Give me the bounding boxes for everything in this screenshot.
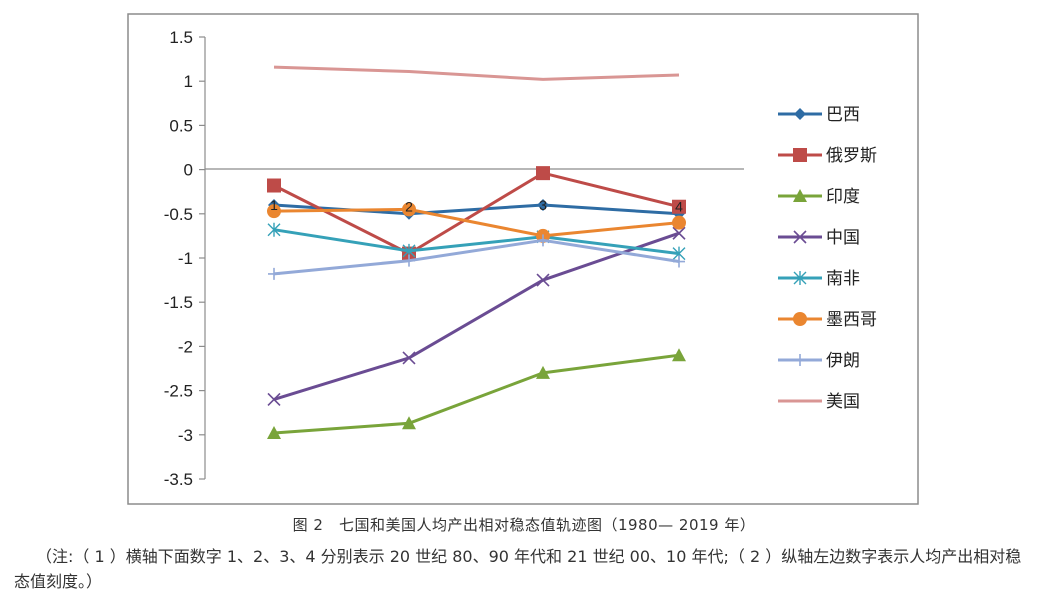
legend-marker xyxy=(793,271,807,285)
y-tick-label: -1 xyxy=(178,249,193,268)
legend-marker xyxy=(793,230,807,244)
series-8 xyxy=(273,65,680,81)
series-line xyxy=(273,207,680,238)
y-tick-label: 1.5 xyxy=(169,28,193,47)
data-point-marker xyxy=(267,178,281,193)
y-tick-label: -1.5 xyxy=(164,293,193,312)
figure-note: （注:（ 1 ）横轴下面数字 1、2、3、4 分别表示 20 世纪 80、90 … xyxy=(14,547,1022,591)
y-tick-label: 0 xyxy=(184,161,193,180)
data-point-marker xyxy=(536,166,550,181)
data-point-marker xyxy=(267,426,281,440)
data-point-marker xyxy=(267,392,281,407)
data-point-marker xyxy=(403,254,415,267)
data-point-marker xyxy=(536,365,550,379)
data-point-marker xyxy=(672,215,686,230)
data-point-marker xyxy=(672,226,686,240)
chart: 1.5 1 0.5 0 -0.5 -1 -1.5 -2 -2.5 -3 -3.5 1 2 3 4 巴西俄罗… xyxy=(127,13,919,505)
y-ticks: 1.5 1 0.5 0 -0.5 -1 -1.5 -2 -2.5 -3 -3.5 xyxy=(164,28,205,489)
data-point-marker xyxy=(267,222,281,237)
data-point-marker xyxy=(402,351,416,365)
legend-item: 美国 xyxy=(778,392,860,412)
y-tick-label: -2.5 xyxy=(164,382,193,401)
data-point-marker xyxy=(672,348,686,362)
series-line xyxy=(273,228,680,256)
y-tick-label: 0.5 xyxy=(169,116,193,135)
legend-item: 南非 xyxy=(778,269,860,289)
legend-item: 中国 xyxy=(778,228,860,248)
series-line xyxy=(273,65,680,81)
data-point-marker xyxy=(672,199,686,214)
data-point-marker xyxy=(537,234,549,247)
y-tick-label: -3.5 xyxy=(164,470,193,489)
series-line xyxy=(273,353,680,435)
legend-marker xyxy=(794,108,806,120)
legend-label: 俄罗斯 xyxy=(826,146,877,166)
legend-marker xyxy=(793,189,807,202)
series-line xyxy=(273,238,680,276)
y-tick-label: -2 xyxy=(178,337,193,356)
legend-marker xyxy=(794,354,806,366)
legend-item: 俄罗斯 xyxy=(778,146,877,166)
category-label: 1 xyxy=(270,197,278,213)
legend-label: 南非 xyxy=(826,269,860,289)
data-point-marker xyxy=(402,416,416,430)
series-group xyxy=(267,65,686,440)
legend-label: 墨西哥 xyxy=(826,310,877,330)
category-label: 4 xyxy=(675,199,683,215)
legend-item: 印度 xyxy=(778,187,860,207)
data-point-marker xyxy=(537,198,549,211)
data-point-marker xyxy=(673,255,685,268)
figure-caption: 图 2 七国和美国人均产出相对稳态值轨迹图（1980— 2019 年） xyxy=(292,516,756,534)
legend-marker xyxy=(793,312,807,326)
series-line xyxy=(273,171,680,256)
chart-frame xyxy=(127,13,919,505)
category-label: 2 xyxy=(405,199,413,215)
legend-label: 伊朗 xyxy=(826,351,860,371)
legend-label: 中国 xyxy=(826,228,860,248)
legend-marker xyxy=(793,148,807,162)
y-tick-label: -0.5 xyxy=(164,205,193,224)
series-7 xyxy=(268,234,685,280)
series-4 xyxy=(267,226,686,407)
series-line xyxy=(273,231,680,401)
series-3 xyxy=(267,348,686,440)
legend-item: 巴西 xyxy=(778,105,860,125)
data-point-marker xyxy=(402,202,416,217)
category-label: 3 xyxy=(539,197,547,213)
legend-label: 印度 xyxy=(826,187,860,207)
data-point-marker xyxy=(268,267,280,280)
legend-label: 巴西 xyxy=(826,105,860,125)
data-point-marker xyxy=(267,204,281,219)
y-tick-label: 1 xyxy=(184,72,193,91)
y-tick-label: -3 xyxy=(178,426,193,445)
legend-item: 墨西哥 xyxy=(778,310,877,330)
point-labels: 1 2 3 4 xyxy=(270,197,683,215)
legend-item: 伊朗 xyxy=(778,351,860,371)
legend-label: 美国 xyxy=(826,392,860,412)
data-point-marker xyxy=(536,273,550,287)
